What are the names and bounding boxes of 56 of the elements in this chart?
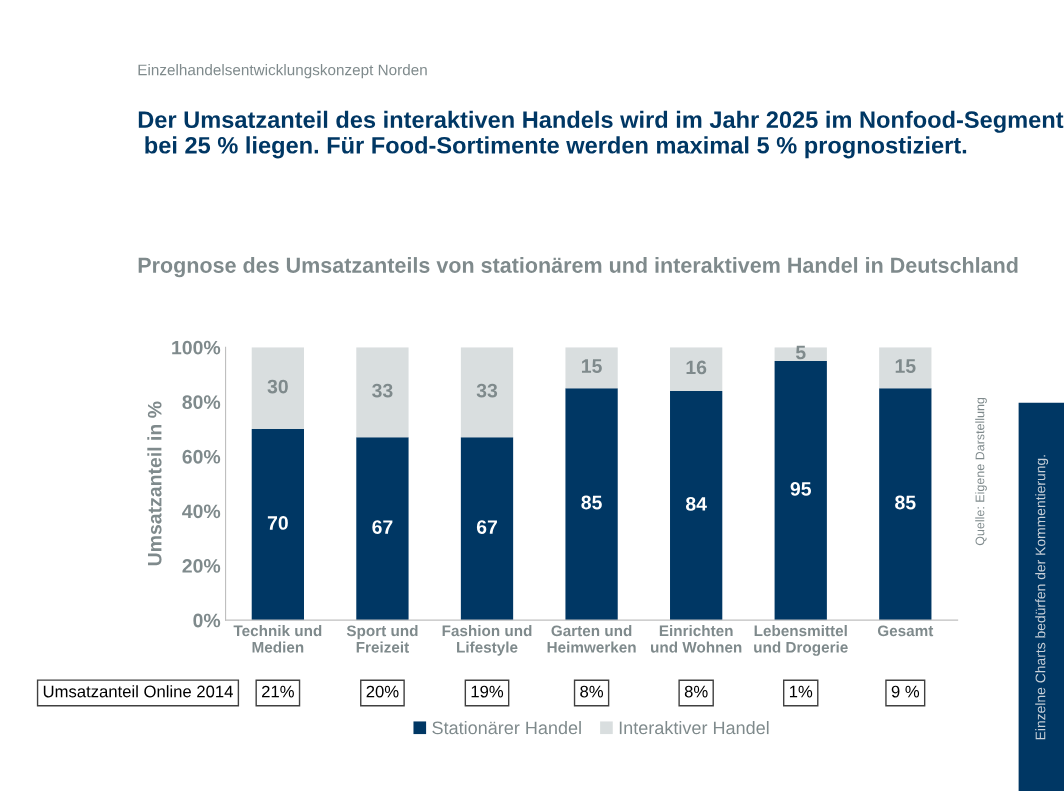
data-label: 5 (795, 345, 806, 360)
y-axis-title: Umsatzanteil in % (147, 401, 162, 566)
bar (356, 347, 409, 438)
y-tick-label: 40% (182, 504, 221, 519)
text: 8% (684, 685, 708, 698)
y-tick-label: 20% (182, 559, 221, 573)
chart-title: Der Umsatzanteil des interaktiven Handels wird im Jahr 2025 im Nonfood-Segment bei 25 % liegen. Für Food-Sortimente werden maximal 5 % prognostiziert. (138, 110, 1064, 159)
bar (251, 347, 304, 430)
y-tick-label: 60% (182, 449, 221, 464)
data-label: 33 (372, 383, 393, 398)
chart-subtitle: Prognose des Umsatzanteils von stationärem und interaktivem Handel in Deutschland (138, 257, 1018, 278)
source-note: Quelle: Eigene Darstellung (975, 397, 987, 546)
bar (356, 437, 409, 621)
legend-label: Stationärer Handel (432, 720, 581, 735)
legend-label: Interaktiver Handel (619, 720, 769, 735)
x-tick-label: Fashion und Lifestyle (442, 625, 532, 656)
data-label: 84 (685, 496, 707, 511)
data-label: 15 (582, 359, 602, 373)
data-label: 16 (686, 360, 707, 375)
bar (251, 429, 304, 621)
data-label: 85 (581, 495, 602, 510)
bar (565, 347, 618, 389)
bar (879, 388, 932, 621)
bar (879, 347, 932, 389)
x-tick-label: Sport und Freizeit (346, 625, 418, 653)
text: Einzelhandelsentwicklungskonzept Norden (138, 64, 427, 79)
text: 20% (366, 685, 399, 698)
text: 9 % (891, 685, 920, 698)
y-tick-label: 0% (193, 613, 221, 628)
x-tick-label: Einrichten und Wohnen (651, 625, 742, 653)
text: 21% (262, 685, 294, 698)
data-label: 33 (476, 383, 498, 398)
data-label: 15 (895, 359, 916, 373)
data-label: 30 (267, 379, 288, 394)
x-tick-label: Gesamt (877, 625, 934, 637)
data-label: 95 (790, 481, 812, 496)
text: 8% (580, 685, 604, 698)
text: Umsatzanteil Online 2014 (43, 685, 233, 698)
bar (460, 437, 514, 621)
data-label: 67 (372, 520, 393, 534)
bar (670, 390, 723, 621)
bar (565, 388, 618, 621)
data-label: 85 (895, 495, 916, 510)
bar (774, 360, 827, 621)
data-label: 70 (267, 516, 288, 530)
y-tick-label: 80% (182, 395, 221, 410)
text: Einzelne Charts bedürfen der Kommentierung. (1035, 455, 1049, 740)
bar (670, 347, 723, 391)
bar (460, 347, 514, 438)
data-label: 67 (476, 520, 497, 534)
text: 19% (471, 685, 504, 698)
x-tick-label: Lebensmittel und Drogerie (754, 625, 848, 656)
x-tick-label: Garten und Heimwerken (547, 625, 636, 653)
x-tick-label: Technik und Medien (233, 625, 322, 653)
text: 1% (789, 685, 813, 698)
y-tick-label: 100% (172, 340, 221, 355)
